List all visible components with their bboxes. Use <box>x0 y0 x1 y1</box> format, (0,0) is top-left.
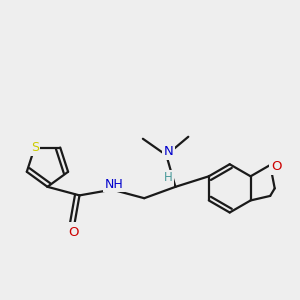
Text: NH: NH <box>104 178 123 191</box>
Text: S: S <box>31 141 39 154</box>
Text: N: N <box>164 145 174 158</box>
Text: H: H <box>164 171 172 184</box>
Text: O: O <box>68 226 79 239</box>
Text: O: O <box>271 160 281 173</box>
